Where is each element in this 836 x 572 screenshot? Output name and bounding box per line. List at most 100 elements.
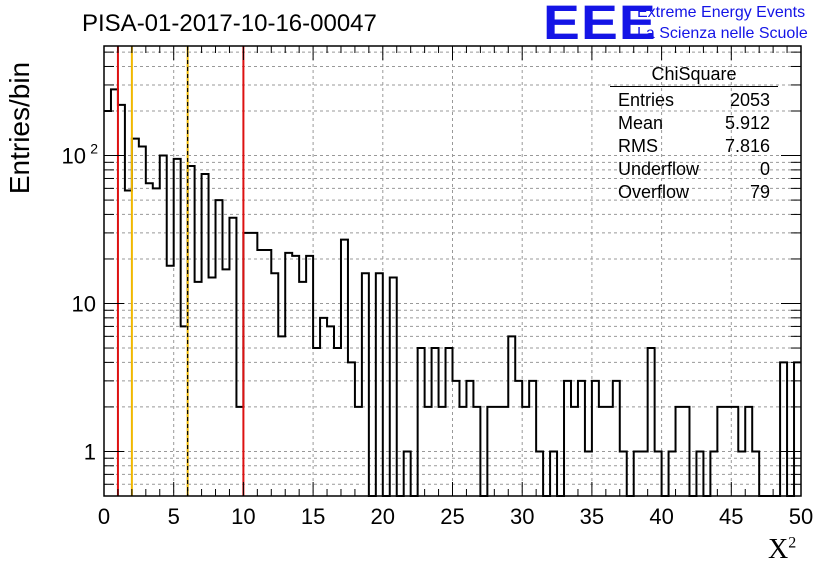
histogram-bin bbox=[285, 253, 292, 496]
x-tick-label: 5 bbox=[168, 504, 180, 529]
histogram-bin bbox=[202, 174, 209, 496]
histogram-bin bbox=[160, 156, 167, 496]
histogram-bin bbox=[752, 451, 759, 496]
stats-value: 79 bbox=[749, 182, 770, 202]
histogram-bin bbox=[508, 336, 515, 496]
histogram-bin bbox=[209, 277, 216, 496]
histogram-bin bbox=[731, 407, 738, 496]
y-tick-label-exponent: 2 bbox=[90, 141, 98, 157]
histogram-bin bbox=[348, 362, 355, 496]
histogram-bin bbox=[641, 451, 648, 496]
stats-value: 0 bbox=[759, 159, 770, 179]
stats-label: Overflow bbox=[618, 182, 690, 202]
histogram-bin bbox=[745, 407, 752, 496]
stats-label: Entries bbox=[618, 90, 675, 110]
histogram-bin bbox=[188, 166, 195, 496]
stats-row: Overflow 79 bbox=[610, 181, 778, 204]
histogram-bin bbox=[571, 407, 578, 496]
x-tick-label: 50 bbox=[789, 504, 813, 529]
axis-ticks bbox=[103, 46, 802, 497]
x-tick-label: 10 bbox=[231, 504, 255, 529]
histogram-bin bbox=[529, 381, 536, 496]
x-tick-label: 35 bbox=[580, 504, 604, 529]
histogram-bin bbox=[334, 348, 341, 496]
stats-value: 5.912 bbox=[724, 113, 770, 133]
histogram-bin bbox=[264, 250, 271, 496]
histogram-bin bbox=[257, 250, 264, 496]
histogram-bin bbox=[585, 451, 592, 496]
histogram bbox=[104, 88, 801, 497]
histogram-bin bbox=[717, 407, 724, 496]
eee-logo: EEE bbox=[543, 0, 657, 50]
histogram-bin bbox=[473, 407, 480, 496]
logo-line-1: Extreme Energy Events bbox=[637, 4, 806, 21]
histogram-bin bbox=[780, 362, 787, 496]
histogram-bin bbox=[669, 451, 676, 496]
histogram-bin bbox=[696, 451, 703, 496]
x-tick-label: 25 bbox=[440, 504, 464, 529]
x-tick-label: 0 bbox=[98, 504, 110, 529]
histogram-bin bbox=[676, 407, 683, 496]
histogram-bin bbox=[132, 139, 139, 496]
histogram-bin bbox=[487, 407, 494, 496]
x-tick-label: 20 bbox=[371, 504, 395, 529]
histogram-bin bbox=[466, 381, 473, 496]
histogram-bin bbox=[710, 451, 717, 496]
histogram-bin bbox=[292, 256, 299, 496]
histogram-bin bbox=[222, 269, 229, 496]
histogram-bin bbox=[299, 282, 306, 496]
histogram-bin bbox=[453, 381, 460, 496]
histogram-bin bbox=[515, 381, 522, 496]
stats-box: ChiSquare Entries 2053 Mean 5.912 RMS 7.816… bbox=[610, 64, 778, 204]
histogram-bin bbox=[229, 218, 236, 496]
histogram-bin bbox=[195, 282, 202, 496]
y-tick-label: 1 bbox=[84, 439, 96, 464]
vertical-lines bbox=[116, 46, 245, 496]
histogram-bin bbox=[648, 348, 655, 496]
histogram-bin bbox=[278, 336, 285, 496]
x-tick-label: 45 bbox=[719, 504, 743, 529]
histogram-bin bbox=[341, 240, 348, 496]
histogram-bin bbox=[153, 188, 160, 496]
histogram-bin bbox=[592, 381, 599, 496]
y-tick-label: 10 bbox=[72, 292, 96, 317]
histogram-bin bbox=[599, 407, 606, 496]
histogram-bin bbox=[118, 105, 125, 496]
stats-row: RMS 7.816 bbox=[610, 135, 778, 158]
histogram-bin bbox=[181, 326, 188, 496]
plot-title: PISA-01-2017-10-16-00047 bbox=[82, 10, 377, 37]
x-tick-label: 15 bbox=[301, 504, 325, 529]
histogram-bin bbox=[167, 266, 174, 496]
histogram-bin bbox=[683, 407, 690, 496]
histogram-bin bbox=[146, 183, 153, 496]
histogram-bin bbox=[306, 256, 313, 496]
stats-label: Underflow bbox=[618, 159, 700, 179]
y-tick-label: 10 bbox=[62, 144, 86, 169]
histogram-bin bbox=[432, 348, 439, 496]
stats-label: RMS bbox=[618, 136, 658, 156]
x-tick-label: 30 bbox=[510, 504, 534, 529]
stats-title: ChiSquare bbox=[610, 64, 778, 87]
histogram-bin bbox=[564, 381, 571, 496]
histogram-bin bbox=[216, 200, 223, 496]
stats-row: Mean 5.912 bbox=[610, 112, 778, 135]
histogram-bin bbox=[313, 348, 320, 496]
histogram-bin bbox=[250, 233, 257, 496]
x-axis-label: X2 bbox=[768, 534, 796, 566]
histogram-bin bbox=[362, 273, 369, 496]
x-tick-label: 40 bbox=[649, 504, 673, 529]
histogram-bin bbox=[738, 451, 745, 496]
histogram-bin bbox=[606, 407, 613, 496]
histogram-bin bbox=[446, 348, 453, 496]
histogram-bin bbox=[794, 362, 801, 496]
histogram-bin bbox=[271, 273, 278, 496]
histogram-bin bbox=[578, 381, 585, 496]
histogram-bin bbox=[390, 277, 397, 496]
histogram-bin bbox=[634, 451, 641, 496]
stats-row: Underflow 0 bbox=[610, 158, 778, 181]
histogram-bin bbox=[404, 451, 411, 496]
histogram-bin bbox=[620, 451, 627, 496]
histogram-bin bbox=[236, 407, 243, 496]
stats-row: Entries 2053 bbox=[610, 89, 778, 112]
